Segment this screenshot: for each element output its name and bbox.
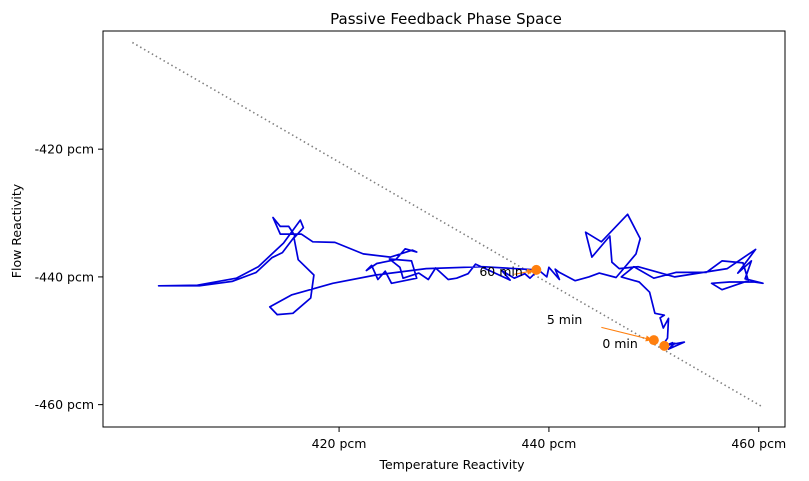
axis-ticks: 420 pcm 440 pcm 460 pcm -420 pcm -440 pcm -46…	[35, 142, 787, 451]
marker-label-60-min: 60 min	[479, 264, 522, 279]
annotation-arrow-0	[601, 326, 653, 341]
marker-point-0-min	[659, 340, 670, 351]
y-tick-label: -420 pcm	[35, 142, 94, 157]
trajectory-line	[157, 213, 764, 350]
marker-point-60-min	[531, 264, 542, 275]
marker-annotations: 0 min 5 min 60 min	[479, 264, 670, 351]
x-tick-label: 460 pcm	[731, 436, 786, 451]
plot-frame	[102, 30, 786, 428]
x-axis-label: Temperature Reactivity	[378, 457, 525, 472]
y-axis-label: Flow Reactivity	[9, 183, 24, 278]
chart-title: Passive Feedback Phase Space	[330, 10, 562, 28]
reference-diagonal-line	[131, 41, 763, 408]
x-tick-label: 420 pcm	[312, 436, 367, 451]
marker-label-5-min: 5 min	[547, 312, 583, 327]
x-tick-label: 440 pcm	[522, 436, 577, 451]
y-tick-label: -440 pcm	[35, 269, 94, 284]
marker-label-0-min: 0 min	[602, 336, 638, 351]
y-tick-label: -460 pcm	[35, 397, 94, 412]
plot-area	[131, 41, 764, 408]
marker-point-5-min	[648, 335, 659, 346]
